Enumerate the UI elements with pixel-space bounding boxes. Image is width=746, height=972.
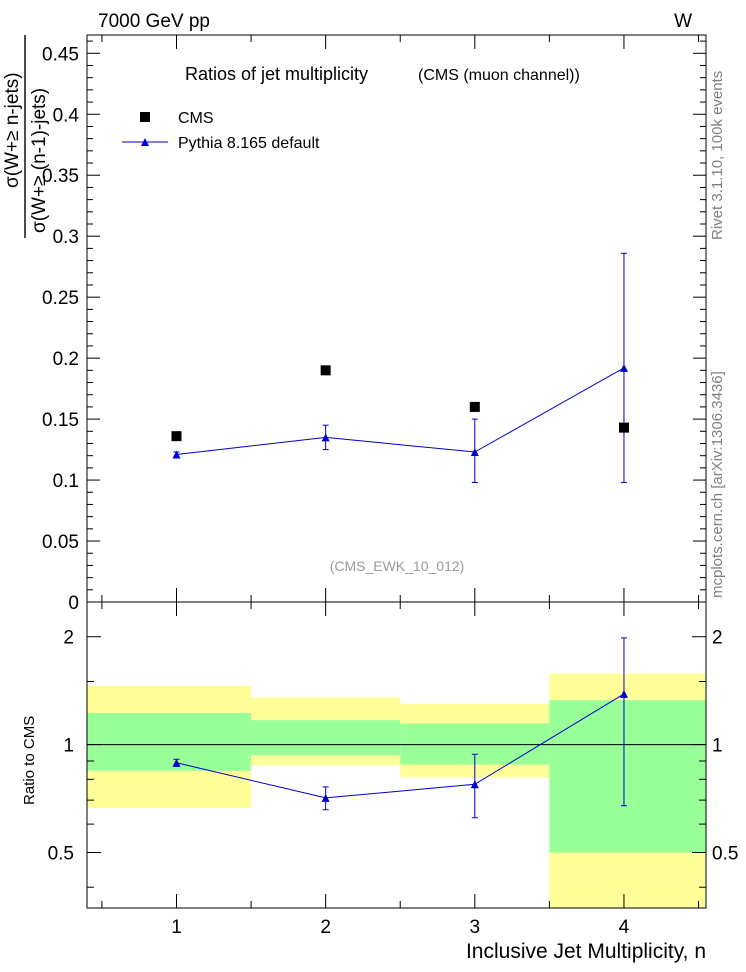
y-tick-label: 0.15 <box>42 410 79 431</box>
cms-point <box>469 401 480 412</box>
ratio-point <box>321 793 330 802</box>
y-tick-label: 0.2 <box>53 349 79 370</box>
ratio-point <box>619 689 628 698</box>
uncertainty-band-inner <box>87 713 252 771</box>
energy-label: 7000 GeV pp <box>98 11 210 32</box>
y-axis-label-numerator: σ(W+≥ n-jets) <box>2 72 23 188</box>
legend-cms-marker <box>140 112 150 122</box>
ratio-y-tick-label: 2 <box>63 628 74 649</box>
pythia-point <box>172 450 181 459</box>
x-axis-label: Inclusive Jet Multiplicity, n <box>466 940 706 963</box>
y-tick-label: 0.45 <box>42 44 79 65</box>
pythia-point <box>321 433 330 442</box>
cms-point <box>171 431 182 442</box>
x-tick-label: 2 <box>320 917 331 938</box>
ratio-line <box>176 693 625 799</box>
y-tick-label: 0.35 <box>42 166 79 187</box>
legend-pythia-label: Pythia 8.165 default <box>178 135 320 152</box>
mcplots-label: mcplots.cern.ch [arXiv:1306.3436] <box>709 371 726 598</box>
analysis-id: (CMS_EWK_10_012) <box>330 558 465 574</box>
y-axis-label-denominator: σ(W+≥ (n-1)-jets) <box>29 88 50 233</box>
main-panel: 0 0.05 0.1 0.15 0.2 0.25 0.3 0.35 0.4 0.45 Ratios… <box>2 34 707 614</box>
ratio-y-tick-label-right: 0.5 <box>712 843 738 864</box>
pythia-point <box>619 363 628 372</box>
x-tick-label: 4 <box>619 917 630 938</box>
ratio-y-tick-label-right: 2 <box>712 628 723 649</box>
y-tick-label: 0.4 <box>53 105 80 126</box>
y-tick-label: 0 <box>68 593 79 614</box>
y-tick-label: 0.25 <box>42 288 79 309</box>
cms-point <box>618 422 629 433</box>
ratio-y-axis-label: Ratio to CMS <box>21 716 38 805</box>
ratio-panel: 0.5 0.5 1 1 2 2 1 2 3 4 Ratio to CMS Inclusive Je… <box>21 601 738 963</box>
process-label: W <box>674 11 692 32</box>
y-tick-label: 0.05 <box>42 532 79 553</box>
y-tick-label: 0.1 <box>53 471 79 492</box>
ratio-point <box>172 758 181 767</box>
legend-pythia-marker <box>141 138 149 146</box>
ratio-y-tick-label-right: 1 <box>712 736 723 757</box>
uncertainty-band-inner <box>251 720 401 756</box>
cms-point <box>320 365 331 376</box>
ratio-point <box>470 780 479 789</box>
uncertainty-band-inner <box>549 700 706 853</box>
x-tick-label: 3 <box>470 917 481 938</box>
legend-cms-label: CMS <box>178 110 214 127</box>
ratio-y-tick-label: 1 <box>63 736 74 757</box>
pythia-line <box>176 367 625 455</box>
chart-subtitle: (CMS (muon channel)) <box>418 67 580 84</box>
rivet-label: Rivet 3.1.10, 100k events <box>709 71 726 240</box>
chart-title: Ratios of jet multiplicity <box>185 64 368 84</box>
legend: CMS Pythia 8.165 default <box>122 110 320 152</box>
y-tick-label: 0.3 <box>53 227 79 248</box>
pythia-point <box>470 448 479 457</box>
ratio-plot-frame <box>86 601 707 909</box>
x-tick-label: 1 <box>171 917 182 938</box>
ratio-y-tick-label: 0.5 <box>48 843 74 864</box>
